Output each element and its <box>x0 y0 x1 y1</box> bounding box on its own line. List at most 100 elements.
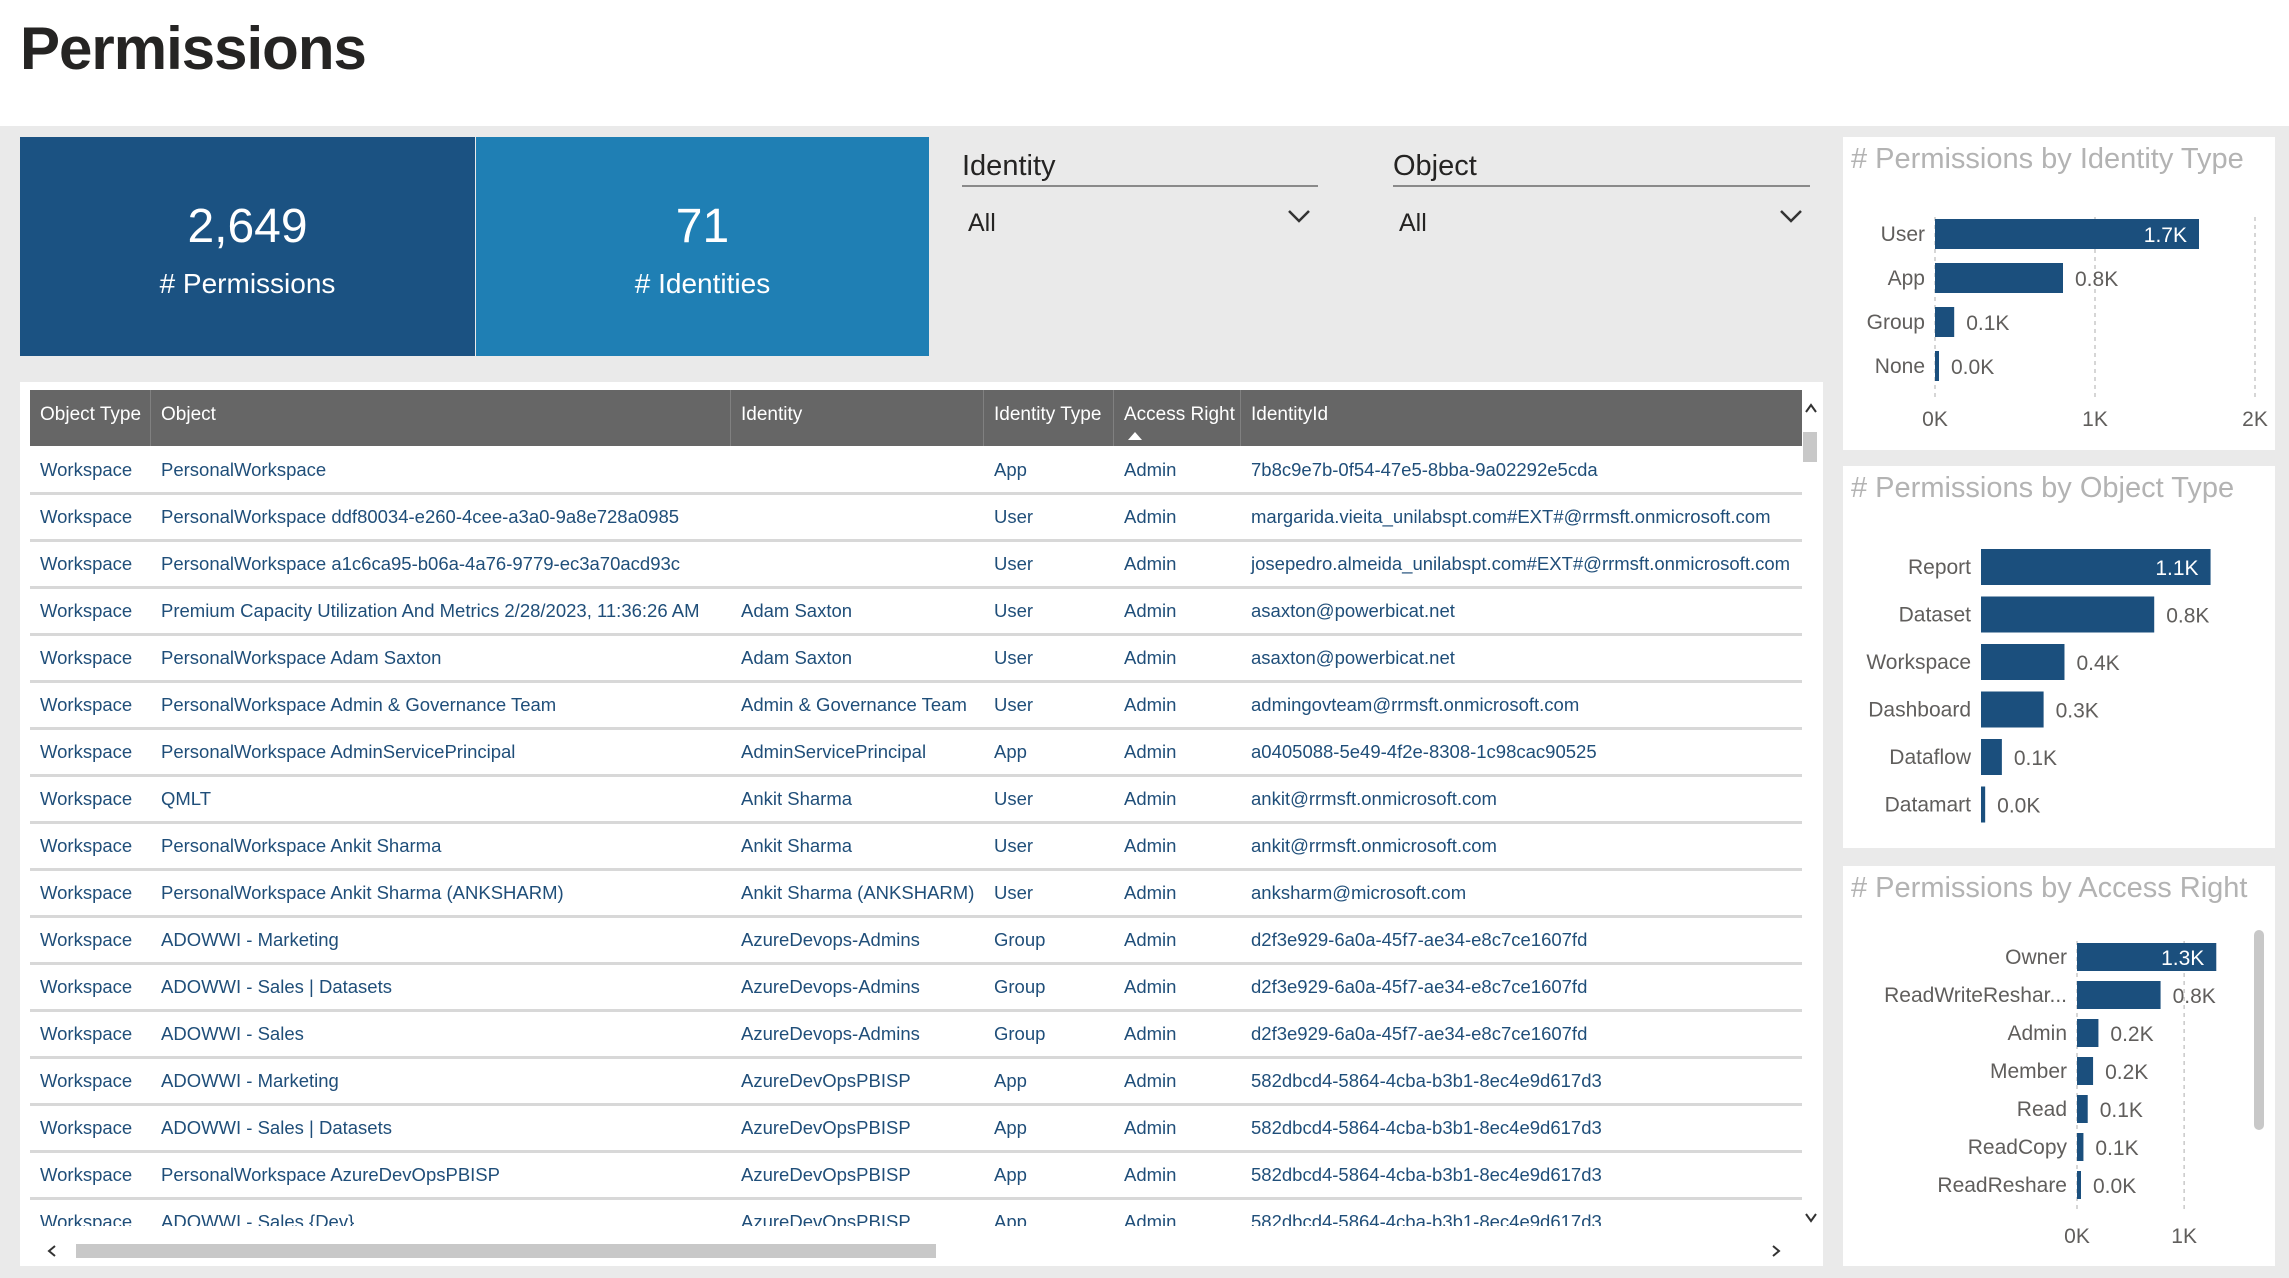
bar[interactable] <box>1981 596 2155 633</box>
cell-identity-type: App <box>994 741 1027 762</box>
cell-object: PersonalWorkspace AzureDevOpsPBISP <box>161 1164 500 1185</box>
table-row[interactable]: Workspace QMLT Ankit Sharma User Admin ankit@… <box>30 777 1802 824</box>
identity-slicer: Identity All <box>962 150 1318 238</box>
table-row[interactable]: Workspace PersonalWorkspace AdminServiceP… <box>30 730 1802 777</box>
cell-identity-id: 7b8c9e7b-0f54-47e5-8bba-9a02292e5cda <box>1251 459 1598 480</box>
column-header-object-type[interactable]: Object Type <box>30 390 151 446</box>
bar[interactable] <box>1981 691 2044 728</box>
permissions-card[interactable]: 2,649 # Permissions <box>20 137 475 356</box>
cell-identity-type: Group <box>994 929 1046 950</box>
column-header-identity-id[interactable]: IdentityId <box>1251 404 1329 425</box>
cell-identity <box>731 448 984 492</box>
bar[interactable] <box>2077 943 2217 971</box>
column-header-object[interactable]: Object <box>151 390 731 446</box>
vertical-scroll-thumb[interactable] <box>1803 432 1817 462</box>
scroll-right-icon[interactable] <box>1770 1244 1782 1258</box>
object-dropdown[interactable]: All <box>1393 209 1810 238</box>
object-dropdown-value: All <box>1399 209 1427 237</box>
x-tick-label: 2K <box>2242 408 2268 431</box>
cell-identity-type: User <box>994 788 1034 809</box>
data-label: 0.4K <box>2076 652 2119 675</box>
chart-scrollbar[interactable] <box>2254 930 2264 1130</box>
cell-object: PersonalWorkspace Ankit Sharma <box>161 835 442 856</box>
identities-count: 71 <box>675 200 730 253</box>
chevron-down-icon[interactable] <box>1286 203 1312 229</box>
table-row[interactable]: Workspace Premium Capacity Utilization An… <box>30 589 1802 636</box>
x-tick-label: 1K <box>2082 408 2108 431</box>
bar[interactable] <box>1935 263 2063 293</box>
identity-dropdown[interactable]: All <box>962 209 1318 238</box>
column-header-identity-type[interactable]: Identity Type <box>984 390 1114 446</box>
identity-type-chart: # Permissions by Identity Type 0K 1K 2K Use… <box>1843 137 2275 450</box>
bar[interactable] <box>2077 1057 2094 1085</box>
table-row[interactable]: Workspace PersonalWorkspace AzureDevOpsPB… <box>30 1153 1802 1200</box>
sort-ascending-icon <box>1128 432 1142 440</box>
category-label: Dashboard <box>1868 699 1971 722</box>
bar[interactable] <box>1981 786 1986 823</box>
table-row[interactable]: Workspace ADOWWI - Sales AzureDevops-Admin… <box>30 1012 1802 1059</box>
bar[interactable] <box>2077 1019 2099 1047</box>
category-label: ReadCopy <box>1968 1136 2068 1159</box>
cell-object: ADOWWI - Sales <box>161 1023 304 1044</box>
column-header-access-right[interactable]: Access Right <box>1114 390 1241 446</box>
scroll-left-icon[interactable] <box>46 1244 58 1258</box>
table-row[interactable]: Workspace PersonalWorkspace Ankit Sharma A… <box>30 824 1802 871</box>
cell-identity-type: User <box>994 647 1034 668</box>
cell-access-right: Admin <box>1124 1164 1177 1185</box>
chevron-down-icon[interactable] <box>1778 203 1804 229</box>
cell-identity-type: Group <box>994 1023 1046 1044</box>
bar[interactable] <box>1935 351 1939 381</box>
table-row[interactable]: Workspace ADOWWI - Marketing AzureDevOpsPB… <box>30 1059 1802 1106</box>
cell-identity-id: d2f3e929-6a0a-45f7-ae34-e8c7ce1607fd <box>1251 929 1588 950</box>
category-label: User <box>1881 223 1925 246</box>
cell-identity <box>731 495 984 539</box>
table-row[interactable]: Workspace PersonalWorkspace a1c6ca95-b06a… <box>30 542 1802 589</box>
bar[interactable] <box>1981 549 2211 585</box>
cell-identity: AzureDevops-Admins <box>741 976 920 997</box>
scroll-up-icon[interactable] <box>1804 402 1818 414</box>
cell-object-type: Workspace <box>40 741 133 762</box>
vertical-scrollbar[interactable] <box>1802 390 1820 1226</box>
table-row[interactable]: Workspace PersonalWorkspace ddf80034-e260… <box>30 495 1802 542</box>
x-tick-label: 0K <box>2064 1225 2090 1248</box>
cell-identity-id: admingovteam@rrmsft.onmicrosoft.com <box>1251 694 1580 715</box>
cell-identity-type: User <box>994 506 1034 527</box>
bar[interactable] <box>2077 1133 2084 1161</box>
identities-card[interactable]: 71 # Identities <box>476 137 929 356</box>
bar[interactable] <box>2077 1171 2081 1199</box>
cell-identity-type: App <box>994 459 1027 480</box>
bar[interactable] <box>1981 739 2002 775</box>
bar[interactable] <box>2077 1095 2088 1123</box>
cell-access-right: Admin <box>1124 553 1177 574</box>
object-type-chart: # Permissions by Object Type Report 1.1K D… <box>1843 466 2275 848</box>
table-row[interactable]: Workspace PersonalWorkspace App Admin 7b8c9e… <box>30 448 1802 495</box>
table-row[interactable]: Workspace PersonalWorkspace Adam Saxton Ad… <box>30 636 1802 683</box>
table-row[interactable]: Workspace PersonalWorkspace Ankit Sharma … <box>30 871 1802 918</box>
permissions-label: # Permissions <box>159 268 336 299</box>
cell-identity-id: ankit@rrmsft.onmicrosoft.com <box>1251 835 1497 856</box>
table-row[interactable]: Workspace ADOWWI - Sales {Dev} AzureDevOps… <box>30 1200 1802 1226</box>
identity-slicer-label: Identity <box>962 150 1318 187</box>
bar[interactable] <box>1981 644 2065 680</box>
table-row[interactable]: Workspace PersonalWorkspace Admin & Gover… <box>30 683 1802 730</box>
category-label: Workspace <box>1866 651 1971 674</box>
cell-identity: AzureDevOpsPBISP <box>741 1164 911 1185</box>
table-row[interactable]: Workspace ADOWWI - Sales | Datasets AzureD… <box>30 1106 1802 1153</box>
table-row[interactable]: Workspace ADOWWI - Marketing AzureDevops-A… <box>30 918 1802 965</box>
bar[interactable] <box>1935 307 1955 337</box>
column-header-identity[interactable]: Identity <box>731 390 984 446</box>
table-row[interactable]: Workspace ADOWWI - Sales | Datasets AzureD… <box>30 965 1802 1012</box>
cell-access-right: Admin <box>1124 976 1177 997</box>
cell-object-type: Workspace <box>40 882 133 903</box>
cell-access-right: Admin <box>1124 788 1177 809</box>
data-label: 0.8K <box>2173 985 2216 1008</box>
cell-identity-type: Group <box>994 976 1046 997</box>
category-label: Report <box>1908 556 1971 579</box>
cell-object-type: Workspace <box>40 600 133 621</box>
permissions-count: 2,649 <box>187 200 308 253</box>
bar[interactable] <box>2077 981 2161 1009</box>
scroll-down-icon[interactable] <box>1804 1212 1818 1224</box>
cell-identity: AdminServicePrincipal <box>741 741 927 762</box>
bar[interactable] <box>1935 219 2199 249</box>
horizontal-scroll-thumb[interactable] <box>76 1244 936 1258</box>
